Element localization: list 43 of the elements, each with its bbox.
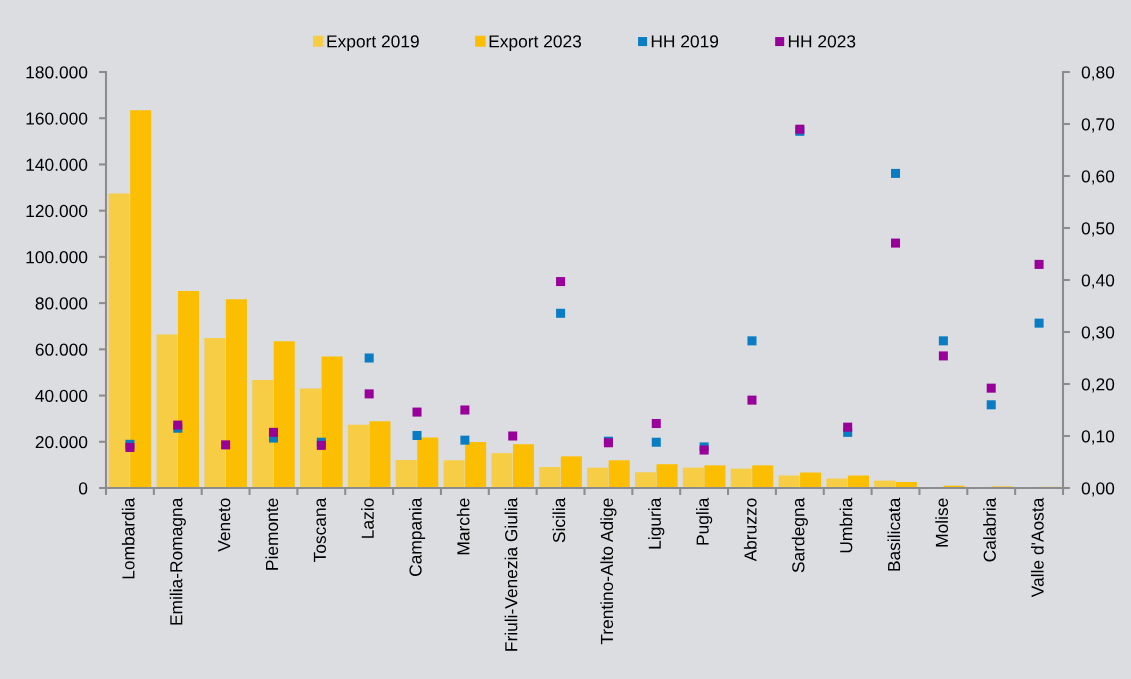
- y2-tick-label: 0,50: [1081, 222, 1115, 237]
- x-tick-label: Emilia-Romagna: [169, 497, 186, 625]
- x-tick-label: Valle d'Aosta: [1030, 497, 1044, 598]
- y-tick-label: 180.000: [26, 66, 88, 79]
- legend-label: Export 2023: [489, 35, 582, 51]
- y-tick-label: 20.000: [35, 435, 88, 449]
- legend-label: HH 2023: [788, 35, 856, 48]
- x-tick-label: Campania: [408, 497, 426, 576]
- y-tick-label: 80.000: [35, 297, 88, 310]
- y2-tick-label: 0,70: [1081, 118, 1115, 133]
- x-tick-label: Trentino-Alto Adige: [600, 498, 617, 645]
- x-tick-label: Sardegna: [791, 497, 808, 573]
- y2-tick-label: 0,60: [1081, 170, 1115, 185]
- legend-label: HH 2019: [651, 35, 719, 48]
- x-tick-label: Calabria: [983, 497, 996, 562]
- legend-label: Export 2019: [327, 35, 419, 51]
- x-tick-label: Lombardia: [121, 497, 135, 579]
- y2-tick-label: 0,30: [1081, 326, 1115, 341]
- x-tick-label: Veneto: [218, 498, 231, 552]
- x-tick-label: Basilicata: [887, 497, 901, 571]
- x-tick-label: Sicilia: [552, 497, 566, 543]
- x-tick-label: Lazio: [361, 498, 374, 538]
- y2-tick-label: 0,80: [1081, 66, 1115, 81]
- y-tick-label: 0: [78, 482, 88, 495]
- x-tick-label: Umbria: [839, 497, 853, 553]
- x-tick-label: Friuli-Venezia Giulia: [504, 497, 518, 651]
- y-tick-label: 100.000: [26, 251, 88, 264]
- y2-tick-label: 0,40: [1081, 274, 1115, 289]
- y-tick-label: 120.000: [26, 204, 88, 218]
- y2-tick-label: 0,00: [1081, 482, 1115, 497]
- y-tick-label: 60.000: [35, 343, 88, 356]
- y-tick-label: 40.000: [35, 389, 88, 403]
- x-tick-label: Piemonte: [265, 498, 279, 570]
- x-tick-label: Puglia: [696, 497, 713, 545]
- y2-tick-label: 0,10: [1081, 430, 1115, 445]
- x-tick-label: Liguria: [648, 497, 665, 549]
- x-tick-label: Molise: [935, 498, 949, 547]
- y-tick-label: 140.000: [26, 158, 88, 171]
- y-tick-label: 160.000: [26, 112, 88, 125]
- y2-tick-label: 0,20: [1081, 378, 1115, 393]
- x-tick-label: Abruzzo: [743, 498, 757, 562]
- x-tick-label: Marche: [456, 498, 470, 555]
- x-tick-label: Toscana: [313, 497, 326, 562]
